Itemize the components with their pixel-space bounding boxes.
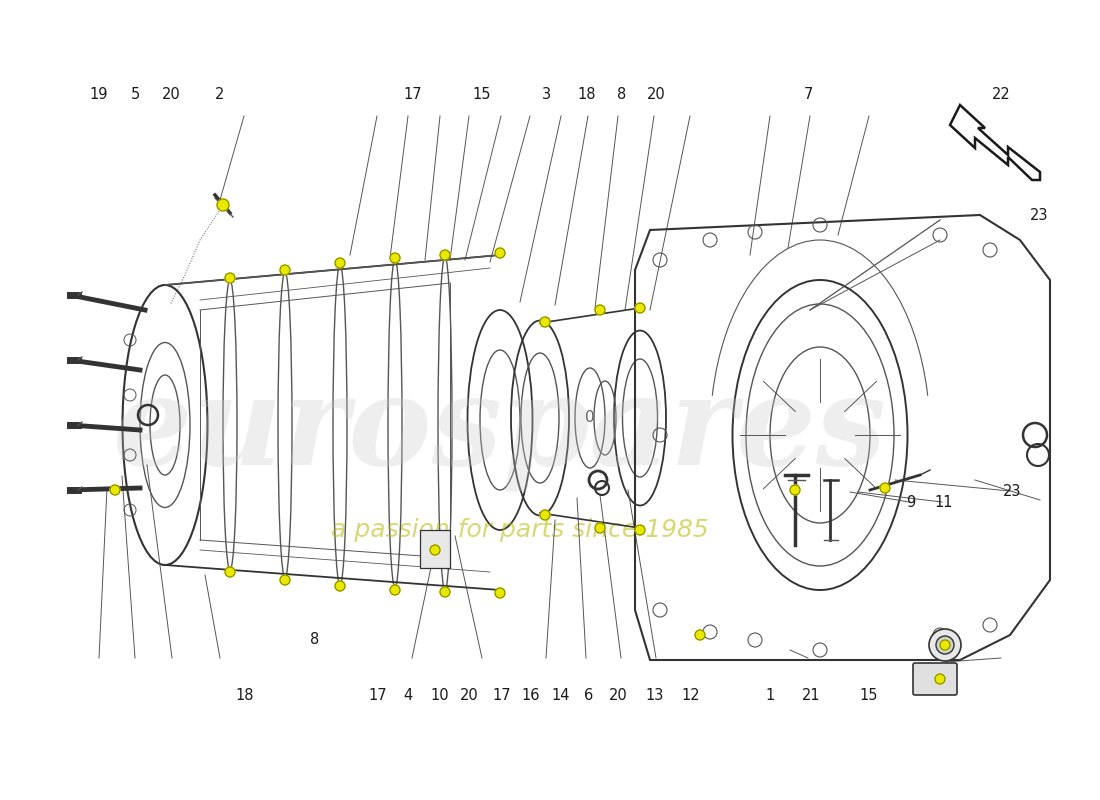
Text: 17: 17 xyxy=(493,689,510,703)
Circle shape xyxy=(635,525,645,535)
Text: 15: 15 xyxy=(860,689,878,703)
Text: 20: 20 xyxy=(460,689,480,703)
Text: 18: 18 xyxy=(578,87,595,102)
Text: 22: 22 xyxy=(991,87,1011,102)
Circle shape xyxy=(336,581,345,591)
Circle shape xyxy=(790,485,800,495)
Circle shape xyxy=(226,567,235,577)
Circle shape xyxy=(930,629,961,661)
Text: 19: 19 xyxy=(90,87,108,102)
Circle shape xyxy=(936,636,954,654)
Circle shape xyxy=(430,545,440,555)
Circle shape xyxy=(390,585,400,595)
Text: 2: 2 xyxy=(216,87,224,102)
Text: 23: 23 xyxy=(1031,209,1048,223)
Text: 0: 0 xyxy=(585,410,595,426)
Text: 10: 10 xyxy=(431,689,449,703)
Text: 15: 15 xyxy=(473,87,491,102)
Text: 3: 3 xyxy=(542,87,551,102)
Circle shape xyxy=(440,587,450,597)
Text: 18: 18 xyxy=(235,689,253,703)
Circle shape xyxy=(226,273,235,283)
Text: 13: 13 xyxy=(646,689,663,703)
Text: eurospares: eurospares xyxy=(113,370,887,490)
Text: 14: 14 xyxy=(552,689,570,703)
Circle shape xyxy=(336,258,345,268)
Text: 17: 17 xyxy=(368,689,386,703)
Text: 12: 12 xyxy=(682,689,700,703)
Circle shape xyxy=(217,199,229,211)
Text: 1: 1 xyxy=(766,689,774,703)
Circle shape xyxy=(540,510,550,520)
Text: 11: 11 xyxy=(935,495,953,510)
Circle shape xyxy=(595,305,605,315)
Text: 5: 5 xyxy=(131,87,140,102)
Text: a passion for parts since 1985: a passion for parts since 1985 xyxy=(331,518,708,542)
Text: 4: 4 xyxy=(404,689,412,703)
Circle shape xyxy=(390,253,400,263)
Circle shape xyxy=(695,630,705,640)
Text: 16: 16 xyxy=(521,689,539,703)
Text: 9: 9 xyxy=(906,495,915,510)
Text: 23: 23 xyxy=(1003,485,1021,499)
FancyBboxPatch shape xyxy=(913,663,957,695)
Circle shape xyxy=(495,248,505,258)
Circle shape xyxy=(935,674,945,684)
Circle shape xyxy=(540,317,550,327)
Circle shape xyxy=(280,575,290,585)
Circle shape xyxy=(280,265,290,275)
Circle shape xyxy=(635,303,645,313)
Circle shape xyxy=(940,640,950,650)
Text: 8: 8 xyxy=(310,633,319,647)
Text: 20: 20 xyxy=(608,689,628,703)
Text: 8: 8 xyxy=(617,87,626,102)
Text: 7: 7 xyxy=(804,87,813,102)
Circle shape xyxy=(110,485,120,495)
Circle shape xyxy=(495,588,505,598)
Text: 6: 6 xyxy=(584,689,593,703)
Text: 17: 17 xyxy=(404,87,421,102)
Text: 21: 21 xyxy=(802,689,820,703)
Circle shape xyxy=(595,523,605,533)
Circle shape xyxy=(880,483,890,493)
Circle shape xyxy=(440,250,450,260)
FancyBboxPatch shape xyxy=(420,530,450,568)
Text: 20: 20 xyxy=(647,87,667,102)
Text: 20: 20 xyxy=(162,87,182,102)
